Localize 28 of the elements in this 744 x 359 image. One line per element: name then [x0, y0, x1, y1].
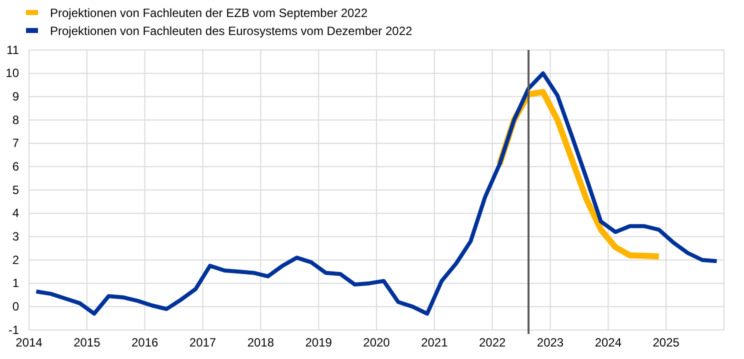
x-tick-label: 2020: [363, 336, 390, 350]
y-tick-label: 11: [6, 42, 20, 57]
x-tick-label: 2022: [478, 336, 506, 350]
y-tick-label: 2: [12, 252, 20, 267]
y-tick-label: 9: [12, 90, 20, 104]
y-tick-label: 1: [12, 276, 20, 290]
line-series: [34, 71, 719, 316]
x-tick-label: 2016: [131, 336, 159, 350]
y-tick-label: 10: [6, 66, 20, 80]
x-tick-label: 2021: [421, 336, 448, 350]
x-tick-label: 2019: [305, 336, 332, 350]
y-tick-label: 4: [12, 206, 20, 220]
y-tick-label: 6: [12, 160, 20, 174]
y-tick-label: 3: [12, 230, 20, 244]
x-tick-label: 2018: [247, 336, 274, 350]
y-tick-label: 8: [12, 112, 20, 127]
legend-label: Projektionen von Fachleuten der EZB vom September 2022: [50, 6, 368, 20]
x-tick-label: 2025: [652, 336, 680, 350]
y-tick-label: 7: [12, 136, 20, 150]
y-tick-label: 0: [12, 300, 20, 314]
x-tick-label: 2015: [74, 336, 101, 350]
y-tick-label: -1: [8, 322, 20, 337]
legend-label: Projektionen von Fachleuten des Eurosystems vom Dezember 2022: [50, 24, 413, 38]
x-tick-label: 2017: [189, 336, 216, 350]
x-tick-label: 2024: [594, 336, 622, 350]
y-tick-label: 5: [12, 182, 20, 197]
x-tick-label: 2023: [536, 336, 564, 350]
x-tick-label: 2014: [16, 336, 43, 350]
